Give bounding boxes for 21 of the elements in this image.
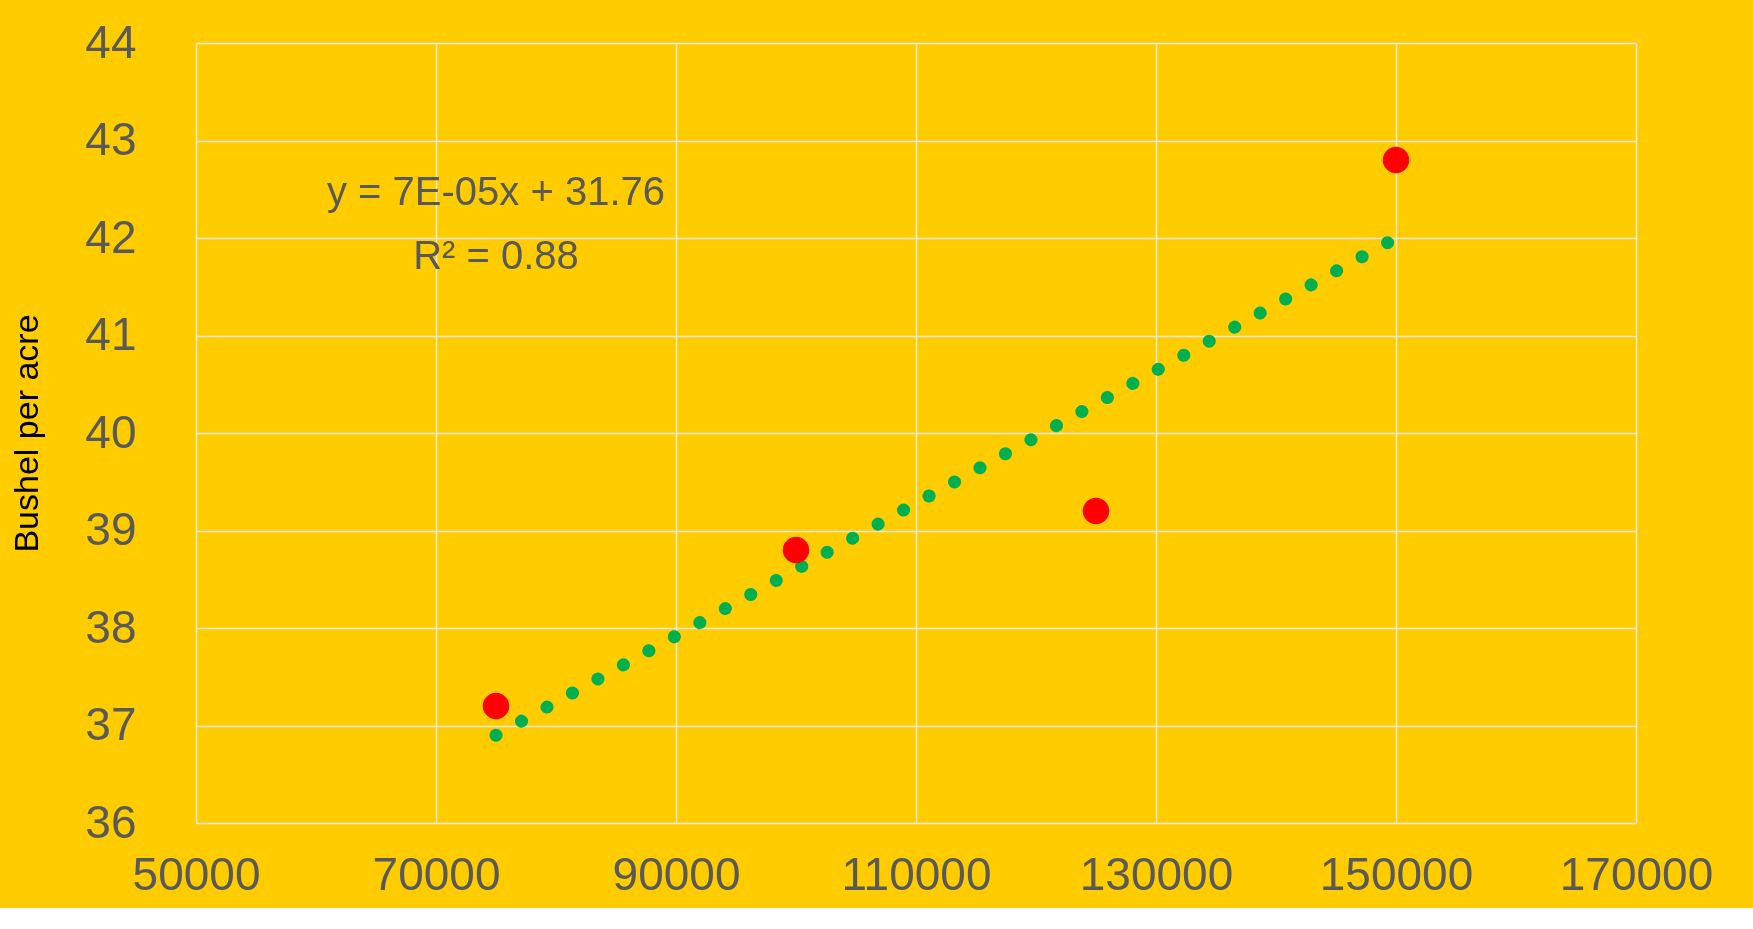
y-tick-label: 43 (85, 113, 137, 165)
point (482, 692, 510, 720)
point (1382, 146, 1410, 174)
y-tick-label: 38 (85, 600, 137, 653)
y-tick-label: 37 (85, 698, 137, 750)
x-tick-label: 150000 (1319, 847, 1474, 900)
x-tick-label: 50000 (132, 847, 261, 900)
y-tick-label: 44 (85, 15, 137, 68)
x-tick-label: 170000 (1559, 847, 1714, 900)
x-tick-label: 70000 (372, 847, 501, 900)
y-tick-label: 39 (85, 503, 137, 555)
y-tick-label: 36 (85, 795, 137, 848)
y-axis-title: Bushel per acre (7, 314, 46, 553)
x-tick-label: 110000 (841, 847, 992, 900)
point (1082, 497, 1110, 525)
point (782, 536, 810, 564)
x-tick-label: 130000 (1079, 847, 1234, 900)
x-tick-label: 90000 (612, 847, 741, 900)
y-tick-label: 40 (85, 405, 137, 458)
y-tick-label: 42 (85, 210, 137, 263)
y-tick-label: 41 (85, 308, 137, 360)
